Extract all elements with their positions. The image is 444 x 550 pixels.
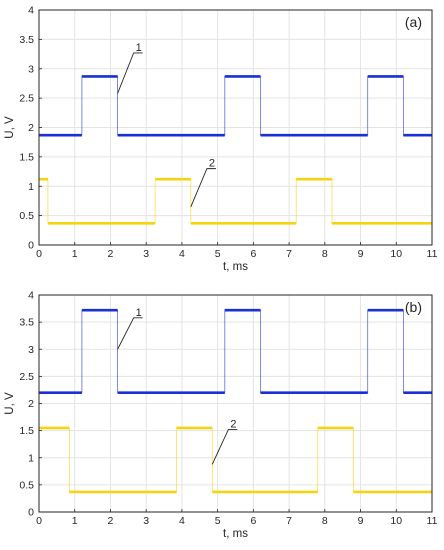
y-tick-label: 4 <box>28 5 34 17</box>
x-tick-label: 6 <box>250 248 256 260</box>
y-tick-label: 0.5 <box>19 479 34 491</box>
panel-label: (a) <box>405 14 422 30</box>
series-2-edges <box>39 427 432 493</box>
series-1-edges <box>39 76 432 136</box>
y-tick-label: 3 <box>28 344 34 356</box>
y-tick-label: 3.5 <box>19 34 34 46</box>
y-tick-label: 2 <box>28 122 34 134</box>
x-tick-label: 6 <box>250 515 256 527</box>
chart-panel-b: 0 1 2 3 4 5 6 7 8 9 10 11 0 0.5 1 1.5 2 2.5 3 3.5 4 t, ms U, V… <box>4 290 438 541</box>
x-tick-label: 3 <box>143 248 149 260</box>
annotation-label: 1 <box>136 42 142 54</box>
series-2-edges <box>39 178 432 224</box>
x-tick-label: 1 <box>72 248 78 260</box>
y-tick-label: 1.5 <box>19 425 34 437</box>
y-tick-label: 0.5 <box>19 210 34 222</box>
y-tick-label: 1 <box>28 181 34 193</box>
chart-panel-a: 0 1 2 3 4 5 6 7 8 9 10 11 0 0.5 1 1.5 2 2.5 3 3.5 4 t, ms U, V… <box>4 5 438 274</box>
annotation-label: 1 <box>136 307 142 319</box>
y-tick-label: 3.5 <box>19 317 34 329</box>
y-tick-label: 1.5 <box>19 151 34 163</box>
x-tick-label: 11 <box>427 515 438 527</box>
x-axis-label: t, ms <box>223 261 248 273</box>
x-tick-label: 8 <box>322 515 328 527</box>
x-tick-label: 7 <box>286 515 292 527</box>
x-axis-label: t, ms <box>223 528 248 540</box>
x-tick-label: 9 <box>358 515 364 527</box>
y-tick-label: 2.5 <box>19 371 34 383</box>
y-tick-label: 0 <box>28 240 34 252</box>
annotation-label: 2 <box>230 419 236 431</box>
x-tick-label: 2 <box>108 515 114 527</box>
panel-label: (b) <box>405 299 422 315</box>
annotation-leader <box>117 317 143 350</box>
x-tick-label: 5 <box>215 515 221 527</box>
x-tick-label: 0 <box>36 515 42 527</box>
x-tick-label: 4 <box>179 515 185 527</box>
x-tick-label: 8 <box>322 248 328 260</box>
y-axis-label: U, V <box>4 392 16 415</box>
y-tick-label: 0 <box>28 507 34 519</box>
x-tick-label: 4 <box>179 248 185 260</box>
annotation-leader <box>190 168 216 207</box>
y-tick-label: 2 <box>28 398 34 410</box>
x-tick-label: 10 <box>390 515 402 527</box>
x-tick-label: 0 <box>36 248 42 260</box>
y-tick-label: 3 <box>28 63 34 75</box>
x-tick-label: 2 <box>108 248 114 260</box>
x-tick-label: 10 <box>390 248 402 260</box>
annotation-label: 2 <box>209 158 215 170</box>
x-tick-label: 7 <box>286 248 292 260</box>
x-tick-label: 11 <box>427 248 438 260</box>
y-tick-label: 2.5 <box>19 93 34 105</box>
x-tick-label: 5 <box>215 248 221 260</box>
x-tick-label: 9 <box>358 248 364 260</box>
annotation-leader <box>117 52 143 94</box>
x-tick-label: 3 <box>143 515 149 527</box>
y-tick-label: 4 <box>28 290 34 302</box>
x-tick-label: 1 <box>72 515 78 527</box>
y-tick-label: 1 <box>28 452 34 464</box>
annotation-leader <box>211 429 238 465</box>
y-axis-label: U, V <box>4 116 16 139</box>
